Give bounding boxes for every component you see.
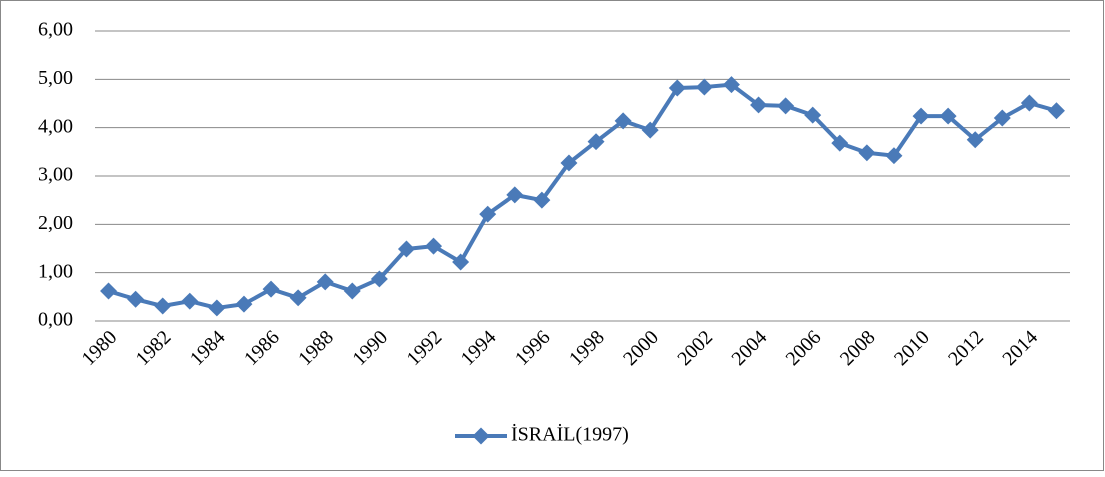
- y-tick-label: 3,00: [38, 164, 73, 186]
- marker: [397, 240, 415, 258]
- marker: [831, 134, 849, 152]
- legend-label: İSRAİL(1997): [511, 423, 629, 446]
- marker: [993, 109, 1011, 127]
- marker: [560, 154, 578, 172]
- marker: [777, 97, 795, 115]
- marker: [506, 186, 524, 204]
- marker: [533, 191, 551, 209]
- marker: [370, 270, 388, 288]
- marker: [479, 205, 497, 223]
- y-tick-label: 2,00: [38, 212, 73, 234]
- marker: [262, 280, 280, 298]
- marker: [100, 282, 118, 300]
- marker: [804, 106, 822, 124]
- marker: [289, 289, 307, 307]
- marker: [316, 273, 334, 291]
- y-tick-label: 1,00: [38, 260, 73, 282]
- marker: [668, 79, 686, 97]
- marker: [181, 292, 199, 310]
- y-tick-label: 6,00: [38, 19, 73, 41]
- marker: [722, 76, 740, 94]
- legend-marker: [472, 427, 490, 445]
- marker: [614, 112, 632, 130]
- marker: [343, 282, 361, 300]
- marker: [695, 78, 713, 96]
- marker: [858, 144, 876, 162]
- marker: [208, 299, 226, 317]
- marker: [912, 107, 930, 125]
- marker: [966, 131, 984, 149]
- marker: [750, 96, 768, 114]
- marker: [425, 237, 443, 255]
- marker: [587, 133, 605, 151]
- marker: [235, 295, 253, 313]
- marker: [452, 253, 470, 271]
- marker: [127, 290, 145, 308]
- marker: [939, 107, 957, 125]
- y-tick-label: 0,00: [38, 309, 73, 331]
- marker: [154, 297, 172, 315]
- y-tick-label: 4,00: [38, 115, 73, 137]
- y-tick-label: 5,00: [38, 67, 73, 89]
- marker: [885, 147, 903, 165]
